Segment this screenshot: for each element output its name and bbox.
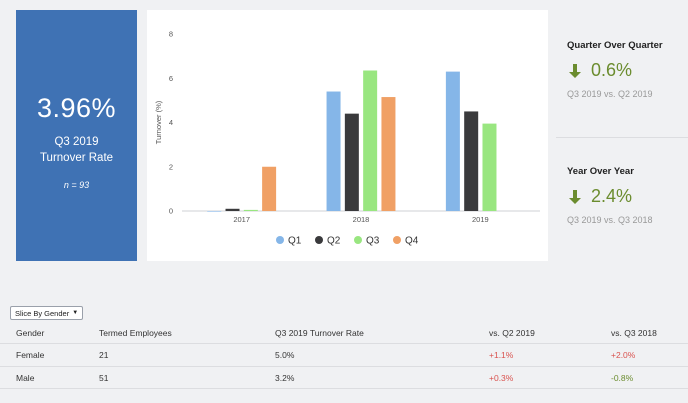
table-header-rate: Q3 2019 Turnover Rate [275, 328, 364, 338]
legend-marker-q3 [354, 236, 362, 244]
slice-by-gender-dropdown[interactable]: Slice By Gender ▼ [10, 306, 84, 320]
gender-breakdown-table: Gender Termed Employees Q3 2019 Turnover… [0, 322, 688, 389]
table-cell-vs-q2: +0.3% [489, 373, 514, 383]
table-cell-vs-q3: +2.0% [611, 350, 636, 360]
qoq-subtitle: Q3 2019 vs. Q2 2019 [567, 89, 653, 99]
table-header-gender: Gender [16, 328, 45, 338]
turnover-bar-chart: 0 2 4 6 8 Turnover (%) 2017 2018 2019 Q1 Q2 Q3 Q4 [154, 30, 540, 247]
bar-q1-2018 [326, 91, 341, 211]
kpi-label-metric: Turnover Rate [39, 152, 114, 164]
y-tick-label: 4 [169, 118, 173, 127]
kpi-sample-size: n = 93 [63, 180, 90, 190]
turnover-chart-card: 0 2 4 6 8 Turnover (%) 2017 2018 2019 Q1 Q2 Q3 Q4 [147, 10, 548, 261]
table-header-vs-q2: vs. Q2 2019 [489, 328, 535, 338]
legend-marker-q2 [315, 236, 323, 244]
x-tick-label: 2019 [472, 215, 489, 224]
table-cell-vs-q2: +1.1% [489, 350, 514, 360]
table-header-vs-q3: vs. Q3 2018 [611, 328, 657, 338]
legend-marker-q1 [276, 236, 284, 244]
y-tick-label: 8 [169, 30, 173, 39]
table-cell-termed: 21 [99, 350, 109, 360]
arrow-down-icon [569, 63, 581, 78]
kpi-value: 3.96% [36, 93, 117, 123]
table-cell-vs-q3: -0.8% [611, 373, 634, 383]
bar-q2-2019 [464, 111, 479, 211]
bar-q1-2017 [207, 211, 222, 212]
table-cell-termed: 51 [99, 373, 109, 383]
legend-label-q3: Q3 [366, 236, 380, 247]
kpi-label-period: Q3 2019 [54, 136, 99, 148]
kpi-label: Q3 2019 Turnover Rate [16, 134, 137, 166]
legend-label-q1: Q1 [288, 236, 302, 247]
qoq-value-row: 0.6% [567, 60, 682, 81]
compare-divider [556, 137, 688, 138]
legend-label-q2: Q2 [327, 236, 341, 247]
qoq-panel: Quarter Over Quarter 0.6% Q3 2019 vs. Q2… [567, 40, 682, 99]
yoy-subtitle: Q3 2019 vs. Q3 2018 [567, 215, 653, 225]
bar-q3-2019 [482, 123, 497, 211]
qoq-value: 0.6% [591, 60, 633, 80]
qoq-title: Quarter Over Quarter [567, 40, 663, 51]
table-cell-gender: Male [16, 373, 35, 383]
yoy-value: 2.4% [591, 186, 633, 206]
bar-q3-2018 [363, 70, 378, 211]
bar-q1-2019 [445, 71, 460, 211]
table-cell-rate: 3.2% [275, 373, 295, 383]
table-cell-gender: Female [16, 350, 45, 360]
y-tick-label: 0 [169, 207, 173, 216]
legend-marker-q4 [393, 236, 401, 244]
y-tick-label: 6 [169, 74, 173, 83]
bar-q4-2017 [262, 166, 277, 211]
table-cell-rate: 5.0% [275, 350, 295, 360]
yoy-title: Year Over Year [567, 166, 634, 177]
table-header-termed: Termed Employees [99, 328, 172, 338]
legend-label-q4: Q4 [405, 236, 419, 247]
table-row: Female 21 5.0% +1.1% +2.0% [0, 344, 688, 367]
slice-dropdown-label: Slice By Gender [15, 308, 70, 318]
table-header-row: Gender Termed Employees Q3 2019 Turnover… [0, 322, 688, 344]
x-tick-label: 2018 [353, 215, 370, 224]
turnover-kpi-card: 3.96% Q3 2019 Turnover Rate n = 93 [16, 10, 137, 261]
yoy-value-row: 2.4% [567, 186, 682, 207]
bar-q4-2018 [381, 97, 396, 211]
arrow-down-icon [569, 189, 581, 204]
y-axis-label: Turnover (%) [154, 100, 163, 144]
bar-q2-2017 [225, 208, 240, 211]
bar-q2-2018 [344, 113, 359, 211]
table-row: Male 51 3.2% +0.3% -0.8% [0, 367, 688, 389]
caret-down-icon: ▼ [72, 310, 79, 316]
y-tick-label: 2 [169, 162, 173, 171]
bar-q3-2017 [243, 209, 258, 211]
yoy-panel: Year Over Year 2.4% Q3 2019 vs. Q3 2018 [567, 166, 682, 225]
x-tick-label: 2017 [233, 215, 250, 224]
